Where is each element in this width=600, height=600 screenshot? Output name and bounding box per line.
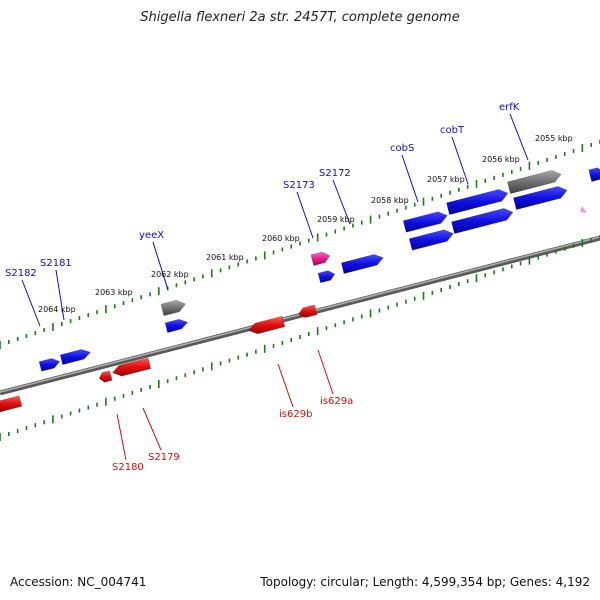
scale-label: 2062 kbp: [151, 270, 189, 279]
label-connector: [332, 179, 351, 225]
reverse-gene: [98, 370, 113, 383]
scale-label: 2056 kbp: [482, 155, 520, 164]
reverse-gene: [248, 315, 286, 335]
gene-label: S2173: [283, 180, 315, 191]
forward-gene: [408, 229, 454, 251]
scale-label: 2059 kbp: [317, 215, 355, 224]
genome-summary-text: Topology: circular; Length: 4,599,354 bp…: [260, 575, 590, 589]
scale-label: 2058 kbp: [371, 196, 409, 205]
label-connector: [21, 279, 41, 327]
reverse-gene: [112, 357, 152, 377]
label-connector: [55, 269, 65, 321]
scale-label: 2063 kbp: [95, 288, 133, 297]
gene-label: yeeX: [139, 230, 164, 241]
label-connector: [509, 113, 529, 161]
scale-label: 2061 kbp: [206, 253, 244, 262]
gene-label: S2180: [112, 462, 144, 473]
label-connector: [451, 136, 469, 185]
gene-label: cobS: [390, 143, 414, 154]
forward-gene: [164, 318, 189, 333]
scale-ticks-inner: [0, 235, 600, 441]
misc-feature: [580, 206, 587, 213]
forward-gene: [451, 208, 514, 234]
gene-label: is629a: [320, 396, 353, 407]
forward-gene: [59, 349, 92, 365]
map-title: Shigella flexneri 2a str. 2457T, complet…: [140, 10, 460, 25]
scale-label: 2064 kbp: [38, 305, 76, 314]
scale-ticks-outer: [0, 140, 600, 349]
label-connector: [317, 349, 334, 395]
pseudo-gene: [507, 170, 562, 194]
forward-gene: [588, 167, 600, 182]
gene-label: S2179: [148, 452, 180, 463]
forward-gene: [38, 358, 61, 372]
gene-label: erfK: [499, 102, 520, 113]
genome-backbone: [0, 235, 600, 396]
scale-label: 2060 kbp: [262, 234, 300, 243]
label-connector: [116, 413, 127, 461]
label-connector: [296, 191, 314, 239]
label-connector: [152, 241, 169, 291]
gene-label: S2181: [40, 258, 72, 269]
forward-gene: [340, 254, 384, 274]
reverse-gene: [0, 395, 23, 413]
forward-gene: [402, 211, 448, 233]
scale-label: 2055 kbp: [535, 134, 573, 143]
misc-feature: [310, 251, 331, 266]
forward-gene: [317, 270, 336, 284]
accession-text: Accession: NC_004741: [10, 575, 147, 589]
scale-labels: 2064 kbp 2063 kbp 2062 kbp 2061 kbp 2060 kbp…: [38, 134, 573, 314]
label-connector: [401, 154, 419, 203]
gene-features: [0, 167, 600, 413]
scale-label: 2057 kbp: [427, 175, 465, 184]
reverse-gene: [297, 304, 318, 318]
label-connectors: [21, 113, 529, 461]
gene-label: cobT: [440, 125, 465, 136]
gene-label: S2172: [319, 168, 351, 179]
label-connector: [142, 407, 162, 451]
gene-label: S2182: [5, 268, 37, 279]
pseudo-gene: [160, 299, 187, 317]
gene-label: is629b: [279, 409, 312, 420]
forward-gene: [513, 186, 568, 210]
label-connector: [277, 363, 294, 408]
forward-gene: [446, 189, 509, 215]
